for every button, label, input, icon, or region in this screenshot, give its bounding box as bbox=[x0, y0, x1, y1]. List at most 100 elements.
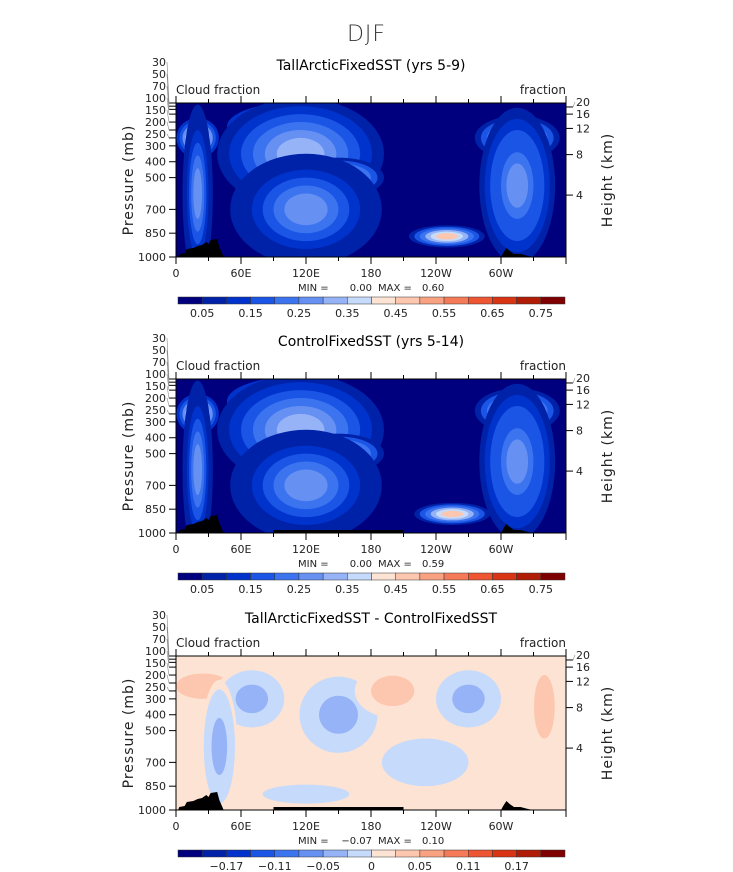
colorbar-box bbox=[322, 572, 348, 581]
y-tick-label: 1000 bbox=[138, 251, 166, 264]
contour-feature bbox=[407, 752, 443, 772]
min-value: −0.07 bbox=[341, 836, 372, 847]
panel-3: TallArcticFixedSST - ControlFixedSST Clou… bbox=[121, 609, 616, 872]
colorbar-box bbox=[419, 572, 445, 581]
y2-axis-label: Height (km) bbox=[600, 686, 616, 780]
max-label: MAX = bbox=[378, 559, 412, 570]
contour-field bbox=[176, 656, 566, 810]
contour-feature bbox=[539, 690, 550, 723]
max-label: MAX = bbox=[378, 836, 412, 847]
min-value: 0.00 bbox=[350, 559, 372, 570]
contour-feature bbox=[325, 702, 352, 728]
y2-axis-label: Height (km) bbox=[600, 409, 616, 503]
colorbar-label: 0.05 bbox=[408, 860, 433, 872]
colorbar-box bbox=[201, 849, 227, 858]
colorbar-label: −0.17 bbox=[210, 860, 244, 872]
y-tick-leader bbox=[166, 674, 170, 684]
colorbar-label: 0.05 bbox=[190, 583, 215, 596]
x-tick-label: 0 bbox=[173, 543, 180, 556]
x-tick-label: 120E bbox=[292, 820, 320, 833]
y-tick-label: 250 bbox=[145, 681, 166, 694]
contour-feature bbox=[193, 168, 203, 219]
colorbar-box bbox=[347, 572, 372, 581]
y-tick-label: 50 bbox=[152, 68, 166, 81]
colorbar-box bbox=[468, 849, 493, 858]
x-tick-label: 180 bbox=[361, 267, 382, 280]
x-tick-label: 120E bbox=[292, 267, 320, 280]
y-tick-label: 700 bbox=[145, 203, 166, 216]
terrain-mask bbox=[176, 515, 566, 533]
colorbar-box bbox=[322, 296, 348, 305]
x-tick-label: 120W bbox=[420, 267, 452, 280]
y-tick-label: 100 bbox=[145, 368, 166, 381]
y2-tick-label: 4 bbox=[576, 189, 583, 202]
x-tick-label: 60E bbox=[231, 543, 252, 556]
contour-field bbox=[176, 379, 566, 533]
y-tick-leader bbox=[166, 409, 170, 415]
y-tick-leader bbox=[166, 133, 170, 139]
colorbar-box bbox=[250, 849, 275, 858]
contour-feature bbox=[193, 444, 203, 495]
y-tick-label: 500 bbox=[145, 448, 166, 461]
y-tick-label: 200 bbox=[145, 669, 166, 682]
contour-feature bbox=[284, 469, 328, 502]
colorbar-box bbox=[298, 572, 324, 581]
colorbar-box bbox=[347, 849, 372, 858]
colorbar-label: 0.55 bbox=[432, 583, 457, 596]
x-tick-label: 60E bbox=[231, 267, 252, 280]
colorbar-box bbox=[516, 849, 542, 858]
y-tick-label: 50 bbox=[152, 621, 166, 634]
y2-tick-label: 20 bbox=[576, 96, 590, 109]
max-value: 0.59 bbox=[422, 559, 444, 570]
terrain-mask bbox=[273, 807, 404, 810]
colorbar-label: −0.11 bbox=[258, 860, 292, 872]
x-tick-label: 120W bbox=[420, 820, 452, 833]
x-tick-label: 120E bbox=[292, 543, 320, 556]
y2-tick-label: 8 bbox=[576, 425, 583, 438]
y-tick-label: 250 bbox=[145, 128, 166, 141]
colorbar-label: 0.05 bbox=[190, 307, 215, 320]
y-tick-label: 250 bbox=[145, 404, 166, 417]
y-tick-label: 30 bbox=[152, 56, 166, 69]
y-tick-label: 70 bbox=[152, 356, 166, 369]
y-tick-label: 850 bbox=[145, 227, 166, 240]
figure-title: DJF bbox=[346, 22, 387, 47]
y2-axis-label: Height (km) bbox=[600, 133, 616, 227]
colorbar-box bbox=[540, 572, 566, 581]
panel-title: TallArcticFixedSST (yrs 5-9) bbox=[275, 58, 465, 74]
colorbar-label: 0.35 bbox=[335, 583, 360, 596]
colorbar-label: 0.75 bbox=[529, 307, 554, 320]
y-tick-label: 150 bbox=[145, 657, 166, 670]
y2-tick-label: 16 bbox=[576, 384, 590, 397]
y2-tick-label: 12 bbox=[576, 122, 590, 135]
y-tick-label: 300 bbox=[145, 693, 166, 706]
contour-feature bbox=[288, 790, 324, 798]
y-axis-label: Pressure (mb) bbox=[121, 678, 137, 789]
colorbar-label: 0.15 bbox=[238, 307, 263, 320]
y-tick-label: 200 bbox=[145, 392, 166, 405]
colorbar-box bbox=[540, 849, 566, 858]
colorbar-box bbox=[371, 572, 396, 581]
right-label: fraction bbox=[520, 83, 566, 97]
colorbar-label: 0.35 bbox=[335, 307, 360, 320]
left-label: Cloud fraction bbox=[176, 636, 260, 650]
colorbar-label: 0.17 bbox=[504, 860, 529, 872]
y-tick-label: 200 bbox=[145, 116, 166, 129]
y-tick-leader bbox=[166, 121, 170, 131]
y2-tick-label: 12 bbox=[576, 675, 590, 688]
colorbar-box bbox=[274, 849, 300, 858]
colorbar-box bbox=[492, 849, 517, 858]
colorbar-box bbox=[395, 296, 421, 305]
x-tick-label: 60W bbox=[489, 820, 514, 833]
contour-feature bbox=[192, 681, 214, 692]
y2-tick-label: 16 bbox=[576, 661, 590, 674]
y-tick-leader bbox=[166, 109, 170, 123]
panel-title: TallArcticFixedSST - ControlFixedSST bbox=[244, 611, 498, 627]
y-tick-label: 30 bbox=[152, 332, 166, 345]
x-tick-label: 120W bbox=[420, 543, 452, 556]
colorbar-box bbox=[419, 296, 445, 305]
colorbar-label: 0.11 bbox=[456, 860, 481, 872]
colorbar-box bbox=[516, 296, 542, 305]
y-axis-label: Pressure (mb) bbox=[121, 125, 137, 236]
